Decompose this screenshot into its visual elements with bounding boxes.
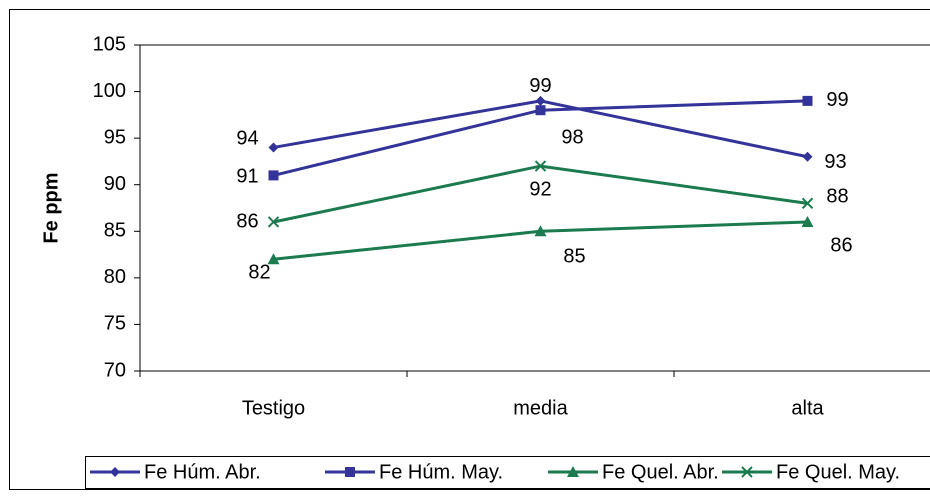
data-label: 86 [830, 234, 852, 256]
marker [345, 467, 355, 477]
data-label: 86 [236, 210, 258, 232]
y-tick-label: 80 [104, 266, 126, 288]
y-tick-label: 75 [104, 313, 126, 335]
y-tick-label: 85 [104, 220, 126, 242]
marker [534, 225, 547, 237]
marker [801, 215, 814, 227]
data-label: 99 [529, 75, 551, 97]
y-tick-label: 100 [93, 80, 126, 102]
marker [267, 253, 280, 265]
y-tick-label: 95 [104, 126, 126, 148]
data-label: 93 [824, 151, 846, 173]
data-label: 98 [561, 126, 583, 148]
legend-label: Fe Quel. May. [776, 461, 900, 483]
data-label: 94 [236, 128, 258, 150]
data-label: 82 [248, 262, 270, 284]
marker [534, 160, 547, 172]
marker [802, 95, 813, 106]
x-tick-label: media [513, 397, 568, 419]
legend-label: Fe Quel. Abr. [602, 461, 719, 483]
y-tick-label: 105 [93, 33, 126, 55]
y-axis-label: Fe ppm [40, 172, 62, 243]
y-tick-label: 70 [104, 359, 126, 381]
chart-border [9, 9, 930, 490]
marker [267, 216, 280, 228]
marker [268, 142, 279, 153]
marker [535, 105, 546, 116]
marker [741, 466, 753, 478]
data-label: 91 [236, 166, 258, 188]
legend-box [85, 456, 930, 489]
marker [110, 467, 120, 477]
data-label: 85 [563, 246, 585, 268]
x-tick-label: alta [791, 397, 824, 419]
marker [268, 170, 279, 181]
marker [567, 466, 579, 477]
x-tick-label: Testigo [242, 397, 305, 419]
data-label: 92 [529, 178, 551, 200]
data-label: 88 [826, 186, 848, 208]
legend-label: Fe Húm. Abr. [144, 461, 261, 483]
y-tick-label: 90 [104, 173, 126, 195]
data-label: 99 [826, 89, 848, 111]
marker [535, 95, 546, 106]
legend-label: Fe Húm. May. [379, 461, 503, 483]
marker [801, 197, 814, 210]
marker [802, 151, 813, 162]
